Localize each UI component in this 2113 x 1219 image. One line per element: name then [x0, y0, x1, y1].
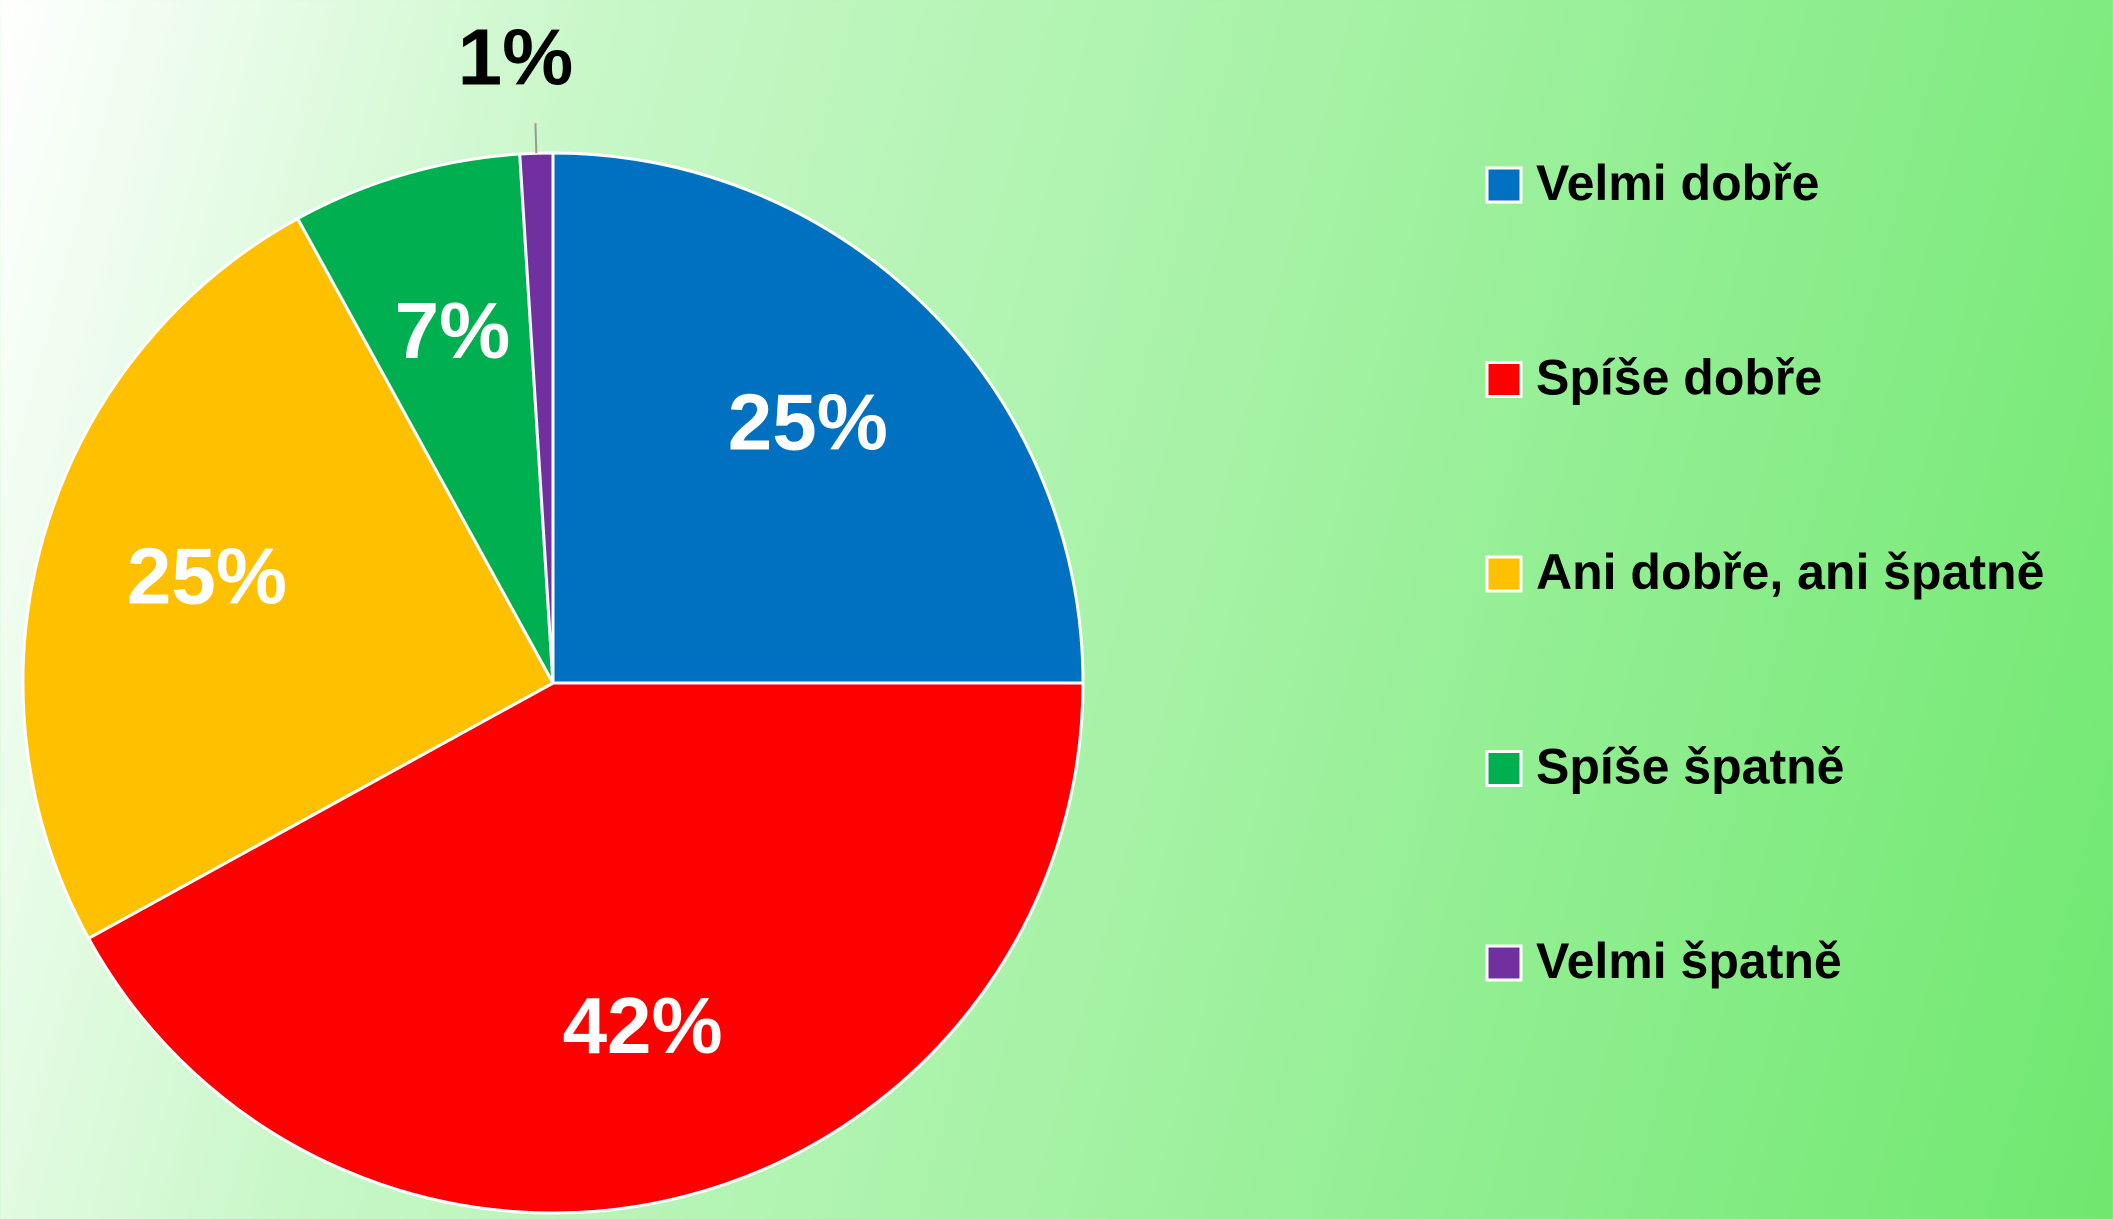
pie-slice: [86, 681, 1085, 1215]
legend-label: Spíše špatně: [1536, 739, 1844, 795]
legend-swatch: [1485, 555, 1523, 593]
legend-label: Velmi špatně: [1536, 933, 1842, 989]
data-label: 42%: [563, 981, 723, 1070]
legend-label: Spíše dobře: [1536, 350, 1822, 406]
legend-label: Velmi dobře: [1536, 155, 1819, 211]
data-label: 25%: [127, 532, 287, 621]
pie-slice: [551, 151, 1085, 685]
leader-line: [534, 123, 538, 154]
legend-swatch: [1485, 944, 1523, 982]
legend-swatch: [1485, 166, 1523, 204]
pie-slice: [21, 216, 556, 941]
data-label: 25%: [728, 377, 888, 466]
data-label: 7%: [395, 286, 511, 375]
legend-swatch: [1485, 361, 1523, 398]
legend-label: Ani dobře, ani špatně: [1536, 544, 2044, 600]
pie-slice: [295, 152, 555, 684]
data-label: 1%: [458, 12, 574, 101]
pie-slice: [518, 151, 555, 684]
legend-swatch: [1485, 750, 1523, 787]
